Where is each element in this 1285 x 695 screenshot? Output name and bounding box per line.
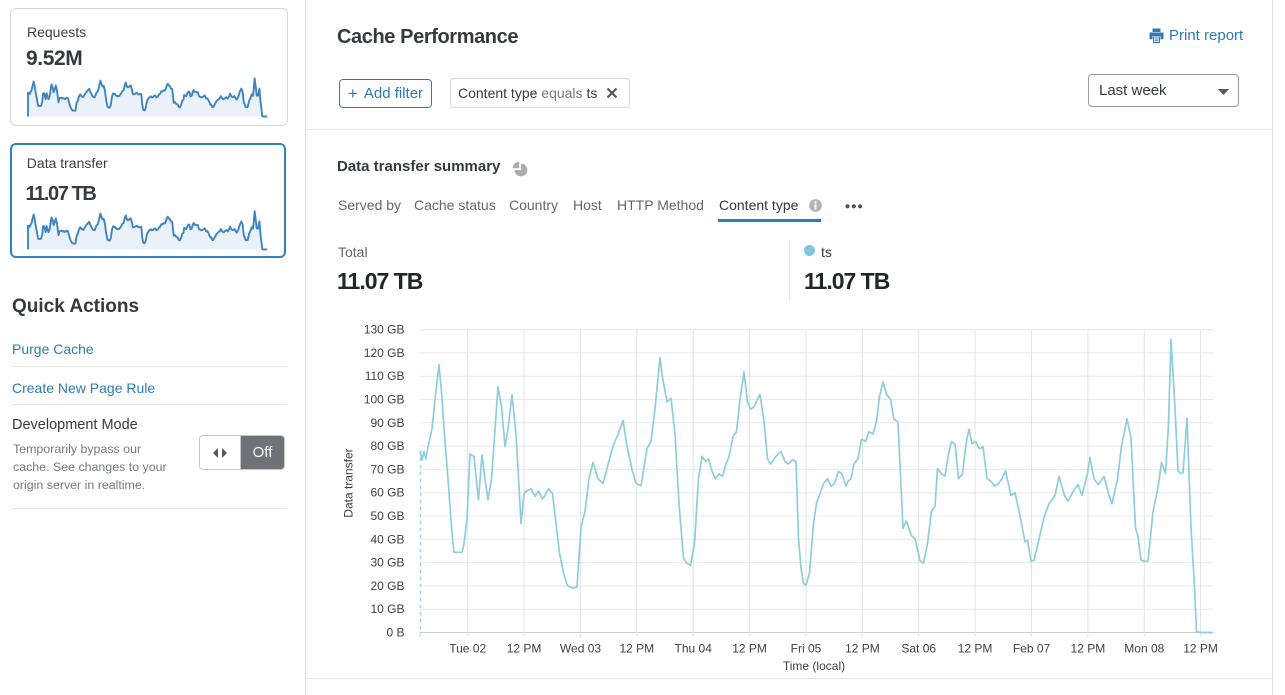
svg-text:80 GB: 80 GB — [370, 439, 404, 453]
svg-text:Time (local): Time (local) — [783, 659, 845, 673]
svg-text:Wed 03: Wed 03 — [560, 642, 601, 656]
svg-text:12 PM: 12 PM — [732, 642, 767, 656]
svg-text:10 GB: 10 GB — [370, 602, 404, 616]
svg-text:Data transfer: Data transfer — [342, 448, 356, 517]
svg-text:Sat 06: Sat 06 — [901, 642, 936, 656]
svg-text:50 GB: 50 GB — [370, 509, 404, 523]
svg-text:Feb 07: Feb 07 — [1013, 642, 1051, 656]
svg-text:130 GB: 130 GB — [364, 323, 405, 337]
svg-text:90 GB: 90 GB — [370, 416, 404, 430]
svg-text:120 GB: 120 GB — [364, 346, 405, 360]
svg-text:Thu 04: Thu 04 — [675, 642, 713, 656]
svg-text:0 B: 0 B — [386, 626, 404, 640]
svg-text:Mon 08: Mon 08 — [1124, 642, 1164, 656]
svg-text:30 GB: 30 GB — [370, 556, 404, 570]
svg-text:110 GB: 110 GB — [365, 369, 405, 383]
svg-text:12 PM: 12 PM — [845, 642, 880, 656]
svg-text:Tue 02: Tue 02 — [449, 642, 486, 656]
svg-text:12 PM: 12 PM — [619, 642, 654, 656]
svg-text:70 GB: 70 GB — [370, 462, 404, 476]
svg-text:60 GB: 60 GB — [370, 486, 404, 500]
svg-text:12 PM: 12 PM — [1071, 642, 1106, 656]
svg-text:12 PM: 12 PM — [507, 642, 542, 656]
svg-text:40 GB: 40 GB — [370, 532, 404, 546]
svg-text:12 PM: 12 PM — [1183, 642, 1218, 656]
svg-text:Fri 05: Fri 05 — [791, 642, 822, 656]
svg-text:12 PM: 12 PM — [958, 642, 993, 656]
svg-text:20 GB: 20 GB — [370, 579, 404, 593]
svg-text:100 GB: 100 GB — [364, 393, 405, 407]
